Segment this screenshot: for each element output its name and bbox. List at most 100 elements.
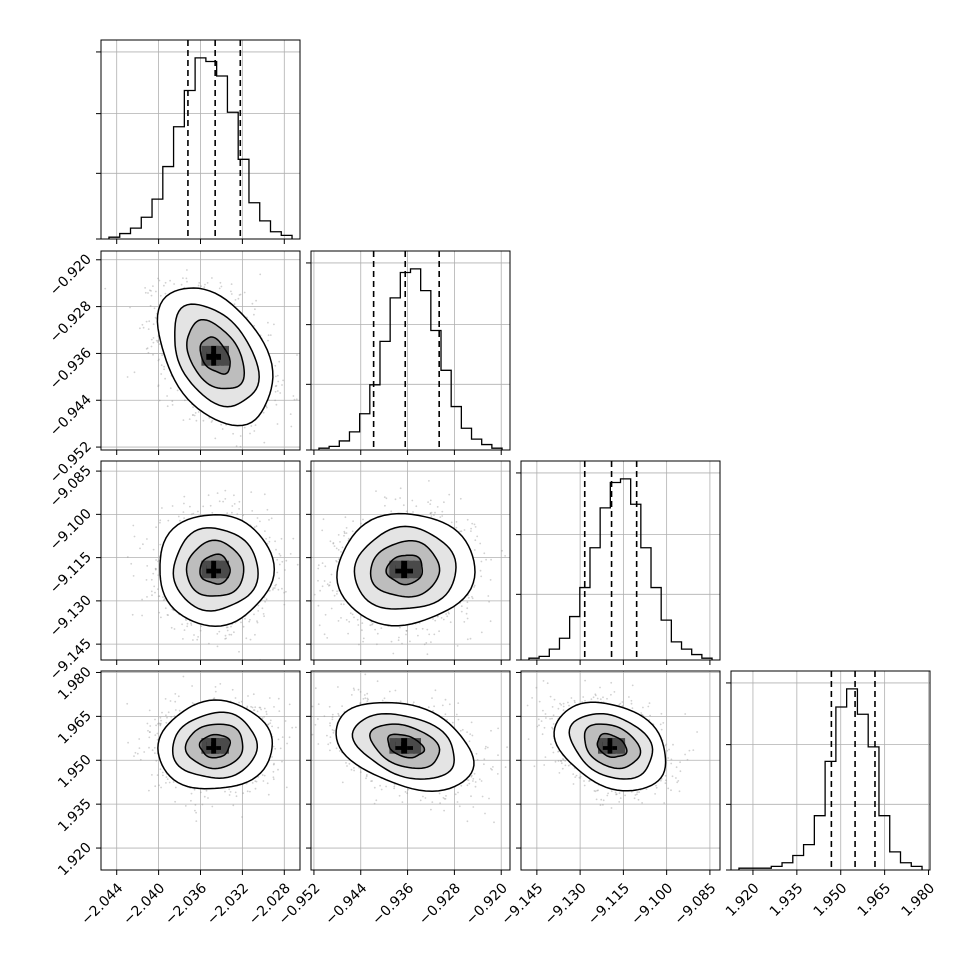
sample-point xyxy=(141,614,144,617)
sample-point xyxy=(398,636,400,639)
sample-point xyxy=(283,591,286,594)
sample-point xyxy=(376,643,378,646)
sample-point xyxy=(253,526,256,529)
sample-point xyxy=(159,543,162,546)
sample-point xyxy=(317,579,319,582)
sample-point xyxy=(239,453,241,455)
sample-point xyxy=(250,425,253,427)
contour-line-2 xyxy=(174,303,260,408)
sample-point xyxy=(276,374,279,377)
sample-point xyxy=(434,511,436,514)
sample-point xyxy=(158,399,161,402)
sample-point xyxy=(290,425,293,428)
density-cell xyxy=(206,351,215,360)
sample-point xyxy=(265,598,268,601)
sample-point xyxy=(333,545,336,547)
density-cell xyxy=(413,565,421,574)
sample-point xyxy=(149,304,152,307)
sample-point xyxy=(194,412,197,414)
density-cell xyxy=(216,560,225,569)
sample-point xyxy=(390,510,393,513)
sample-point xyxy=(233,303,236,306)
sample-point xyxy=(473,586,475,588)
sample-point xyxy=(254,308,256,311)
density-cell xyxy=(211,357,220,366)
sample-point xyxy=(183,629,186,631)
sample-point xyxy=(352,520,354,523)
sample-point xyxy=(275,583,278,586)
sample-point xyxy=(146,347,149,349)
sample-point xyxy=(362,640,364,643)
sample-point xyxy=(167,614,170,616)
sample-point xyxy=(179,519,181,522)
sample-point xyxy=(274,385,277,388)
sample-point xyxy=(511,555,513,557)
sample-point xyxy=(449,621,452,624)
sample-point xyxy=(256,621,259,624)
sample-point xyxy=(415,628,418,630)
sample-point xyxy=(157,385,160,388)
sample-point xyxy=(332,542,335,545)
sample-point xyxy=(207,494,210,497)
sample-point xyxy=(164,292,167,295)
sample-point xyxy=(193,414,196,417)
sample-point xyxy=(255,299,257,302)
sample-point xyxy=(405,629,408,632)
sample-point xyxy=(283,603,286,606)
sample-point xyxy=(232,432,235,435)
sample-point xyxy=(145,320,148,323)
sample-point xyxy=(405,633,407,636)
sample-point xyxy=(390,640,393,643)
sample-point xyxy=(339,541,341,543)
sample-point xyxy=(272,587,275,589)
sample-point xyxy=(269,334,272,336)
sample-point xyxy=(278,553,281,555)
sample-point xyxy=(148,789,150,792)
sample-point xyxy=(360,616,362,618)
sample-point xyxy=(126,556,129,558)
density-cell xyxy=(389,570,398,579)
sample-point xyxy=(417,634,419,637)
sample-point xyxy=(466,638,469,641)
sample-point xyxy=(470,527,472,530)
sample-point xyxy=(254,424,257,426)
density-core xyxy=(389,560,421,579)
sample-point xyxy=(351,530,354,533)
sample-point xyxy=(296,563,299,566)
density-cell xyxy=(216,351,225,360)
sample-point xyxy=(271,469,273,471)
density-cell xyxy=(401,565,410,574)
sample-point xyxy=(466,518,469,521)
sample-point xyxy=(343,532,346,535)
sample-point xyxy=(293,398,296,401)
sample-point xyxy=(328,584,330,587)
sample-point xyxy=(274,364,277,367)
sample-point xyxy=(429,499,432,502)
sample-point xyxy=(274,540,276,543)
sample-point xyxy=(145,579,148,581)
sample-point xyxy=(186,269,188,271)
sample-point xyxy=(279,392,282,394)
sample-point xyxy=(281,587,283,590)
sample-point xyxy=(433,514,435,516)
sample-point xyxy=(340,603,343,606)
sample-point xyxy=(197,636,200,638)
sample-point xyxy=(483,552,486,555)
sample-point xyxy=(171,505,174,507)
sample-point xyxy=(162,599,165,602)
density-cell xyxy=(401,570,410,579)
sample-point xyxy=(473,584,476,587)
sample-point xyxy=(190,513,193,516)
sample-point xyxy=(224,638,227,640)
sample-point xyxy=(282,379,284,382)
sample-point xyxy=(380,627,383,629)
sample-point xyxy=(185,619,188,621)
sample-point xyxy=(160,616,162,619)
sample-point xyxy=(284,569,286,571)
sample-point xyxy=(402,504,405,507)
sample-point xyxy=(104,287,107,290)
sample-point xyxy=(309,578,311,580)
sample-point xyxy=(151,774,153,776)
sample-point xyxy=(182,277,184,279)
sample-point xyxy=(460,605,463,608)
